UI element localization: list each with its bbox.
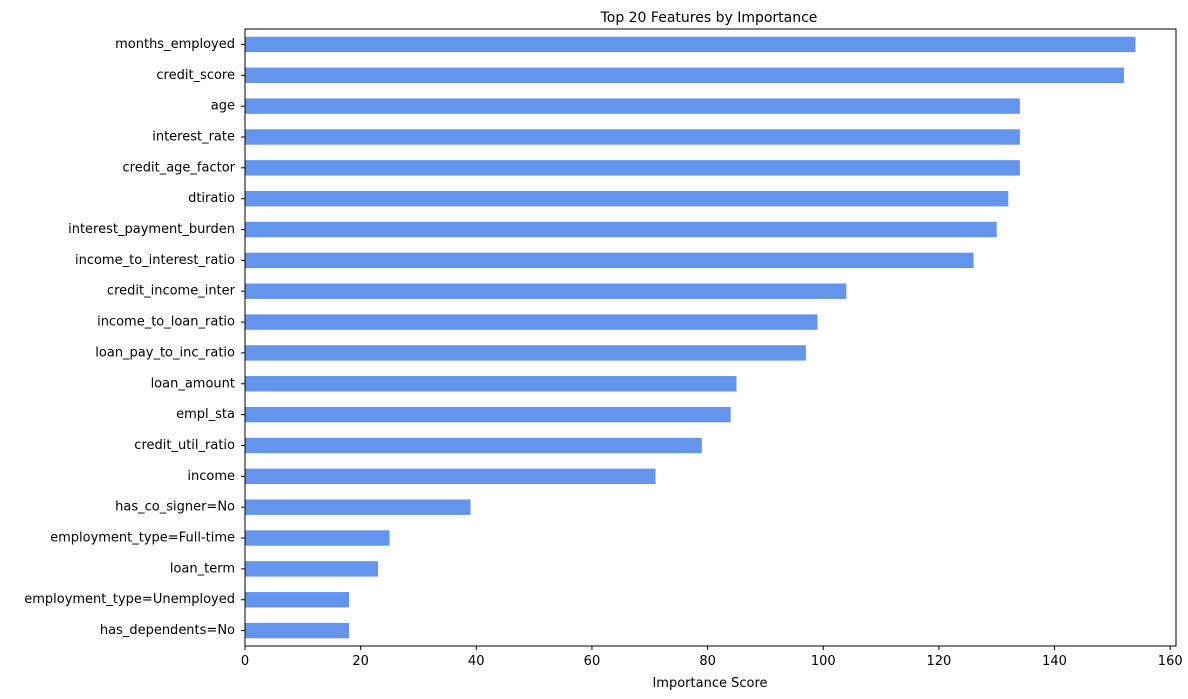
chart-title: Top 20 Features by Importance [600,10,818,26]
x-tick-label: 80 [699,654,716,669]
bar-5 [245,190,1009,207]
y-tick-label: credit_income_inter [107,284,236,299]
bar-10 [245,345,806,361]
x-axis-label: Importance Score [652,676,767,691]
y-tick-label: income_to_interest_ratio [75,253,235,268]
bar-14 [245,468,656,485]
x-tick-label: 160 [1158,654,1183,669]
x-tick-label: 0 [241,654,249,669]
bar-7 [245,252,974,269]
y-tick-label: months_employed [115,37,235,52]
bar-13 [245,437,702,454]
x-tick-label: 100 [811,654,836,669]
y-tick-label: dtiratio [188,191,235,206]
bar-17 [245,561,378,577]
bar-2 [245,98,1020,114]
y-tick-label: loan_pay_to_inc_ratio [95,345,235,360]
y-tick-label: loan_term [170,561,235,576]
y-tick-label: employment_type=Unemployed [24,592,235,607]
bar-4 [245,160,1020,176]
y-tick-label: age [211,99,235,114]
x-tick-label: 20 [352,654,369,669]
x-tick-label: 140 [1042,654,1067,669]
y-tick-label: credit_util_ratio [134,438,235,453]
bar-11 [245,376,737,392]
x-tick-label: 40 [468,654,485,669]
y-tick-label: income [187,469,235,484]
y-tick-label: empl_sta [176,407,235,422]
bar-3 [245,129,1020,145]
y-tick-label: credit_score [156,68,235,83]
bar-0 [245,36,1136,53]
x-tick-label: 120 [926,654,951,669]
y-tick-label: has_co_signer=No [115,500,235,515]
plot-frame [244,28,1177,647]
bar-15 [245,499,471,515]
y-tick-label: interest_payment_burden [68,222,235,237]
x-tick-label: 60 [584,654,601,669]
bar-1 [245,67,1124,83]
bar-12 [245,406,731,423]
bar-8 [245,283,847,299]
y-tick-label: interest_rate [152,129,235,144]
bar-18 [245,592,350,608]
bar-16 [245,530,390,546]
y-tick-label: income_to_loan_ratio [97,315,235,330]
y-tick-label: employment_type=Full-time [50,531,235,546]
bar-9 [245,314,818,330]
y-tick-label: loan_amount [151,376,235,391]
y-tick-label: has_dependents=No [100,623,235,638]
bar-6 [245,221,997,238]
bar-19 [245,622,350,639]
y-tick-label: credit_age_factor [123,160,236,175]
